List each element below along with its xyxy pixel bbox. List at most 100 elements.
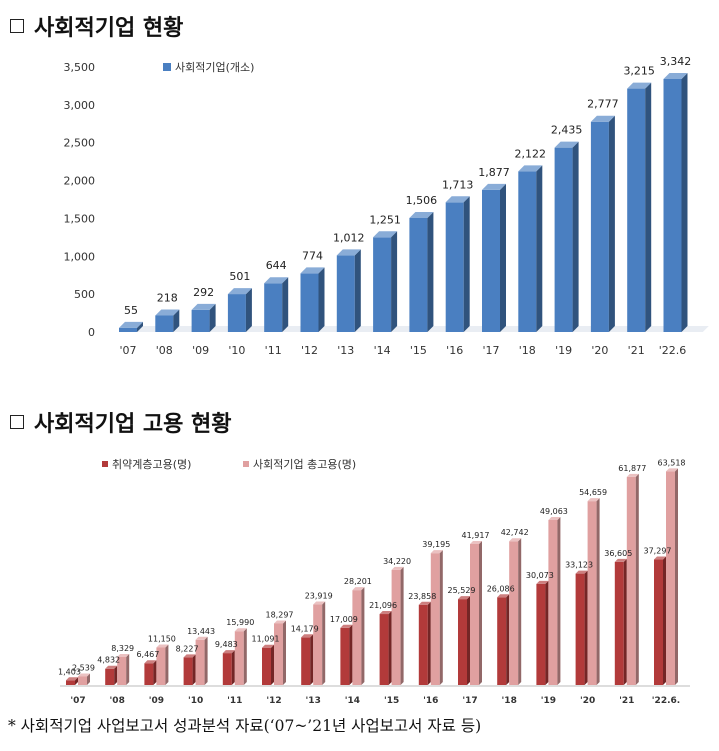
bar-vulnerable	[379, 611, 392, 685]
bar	[227, 288, 252, 332]
value-label: 3,215	[623, 65, 655, 78]
legend-label: 취약계층고용(명)	[112, 457, 191, 471]
x-tick-label: '18	[519, 344, 536, 357]
bar	[336, 249, 361, 332]
bar	[119, 321, 143, 332]
bar-total	[274, 620, 286, 685]
x-tick-label: '14	[345, 696, 360, 706]
value-label: 15,990	[226, 618, 254, 627]
legend-swatch	[102, 461, 108, 467]
value-label: 9,483	[215, 640, 238, 649]
x-tick-label: '13	[306, 696, 321, 706]
bar-total	[195, 636, 208, 685]
bar-vulnerable	[183, 654, 196, 685]
x-tick-label: '11	[227, 696, 242, 706]
bar	[191, 303, 216, 332]
x-tick-label: '10	[228, 344, 245, 357]
value-label: 218	[157, 291, 178, 304]
value-label: 8,227	[176, 644, 199, 653]
x-tick-label: '12	[301, 344, 318, 357]
bar-total	[548, 516, 561, 685]
value-label: 61,877	[618, 464, 646, 473]
value-label: 1,251	[369, 213, 401, 226]
x-tick-label: '12	[266, 696, 281, 706]
value-label: 41,917	[462, 531, 490, 540]
x-tick-label: '08	[110, 696, 125, 706]
x-tick-label: '16	[446, 344, 463, 357]
value-label: 42,742	[501, 528, 529, 537]
x-tick-label: '17	[482, 344, 499, 357]
value-label: 36,605	[604, 549, 632, 558]
bar-total	[470, 541, 482, 685]
x-tick-label: '11	[265, 344, 282, 357]
bar	[590, 115, 615, 333]
x-tick-label: '18	[502, 696, 517, 706]
y-tick-label: 2,000	[64, 175, 96, 188]
value-label: 6,467	[136, 650, 159, 659]
bar	[554, 141, 579, 332]
bar-vulnerable	[575, 570, 588, 685]
value-label: 21,096	[369, 601, 397, 610]
value-label: 39,195	[422, 540, 450, 549]
legend-label: 사회적기업 총고용(명)	[253, 458, 356, 471]
x-tick-label: '14	[374, 344, 391, 357]
y-tick-label: 3,000	[64, 99, 96, 112]
employment-heading-text: 사회적기업 고용 현황	[34, 412, 232, 437]
footnote: * 사회적기업 사업보고서 성과분석 자료(‘07~’21년 사업보고서 자료 …	[8, 717, 482, 735]
value-label: 37,297	[644, 547, 672, 556]
bar	[373, 231, 398, 332]
bar-total	[626, 473, 639, 685]
value-label: 1,012	[333, 231, 365, 244]
value-label: 49,063	[540, 507, 568, 516]
bar-vulnerable	[222, 650, 235, 685]
value-label: 1,403	[58, 667, 81, 676]
bar-vulnerable	[340, 624, 353, 685]
bar	[663, 72, 688, 332]
x-tick-label: '20	[591, 344, 608, 357]
legend-swatch	[163, 63, 171, 71]
bar	[409, 211, 434, 332]
y-tick-label: 1,000	[64, 250, 96, 263]
value-label: 644	[266, 259, 287, 272]
value-label: 18,297	[266, 610, 294, 619]
value-label: 14,179	[291, 624, 319, 633]
value-label: 2,539	[72, 663, 95, 672]
bar	[300, 267, 325, 332]
y-tick-label: 3,500	[64, 61, 96, 74]
y-tick-label: 2,500	[64, 137, 96, 150]
value-label: 34,220	[383, 557, 411, 566]
x-tick-label: '15	[384, 696, 399, 706]
legend-swatch	[243, 461, 249, 467]
value-label: 26,086	[487, 584, 515, 593]
bar	[264, 277, 289, 332]
value-label: 55	[124, 304, 138, 317]
square-bullet-icon	[10, 415, 24, 429]
bar-vulnerable	[66, 677, 78, 685]
value-label: 28,201	[344, 577, 372, 586]
value-label: 30,073	[526, 571, 554, 580]
value-label: 3,342	[660, 55, 692, 68]
bar	[627, 82, 652, 332]
x-tick-label: '13	[337, 344, 354, 357]
value-label: 774	[302, 249, 323, 262]
bar-total	[430, 550, 443, 685]
bar-total	[587, 498, 600, 685]
bar-total	[117, 653, 130, 685]
bar-total	[391, 566, 404, 685]
bar	[155, 309, 180, 332]
bar-vulnerable	[418, 601, 431, 685]
bar-vulnerable	[458, 596, 470, 685]
value-label: 13,443	[187, 627, 215, 636]
bar-vulnerable	[144, 660, 157, 685]
value-label: 1,713	[442, 178, 474, 191]
bar	[445, 196, 470, 332]
value-label: 11,091	[252, 635, 280, 644]
bar-vulnerable	[301, 634, 314, 685]
employment-heading: 사회적기업 고용 현황	[10, 406, 231, 438]
y-tick-label: 500	[74, 288, 95, 301]
bar-total	[313, 601, 326, 685]
x-tick-label: '20	[580, 696, 595, 706]
value-label: 17,009	[330, 615, 358, 624]
x-tick-label: '09	[149, 696, 164, 706]
bar-total	[156, 644, 169, 685]
